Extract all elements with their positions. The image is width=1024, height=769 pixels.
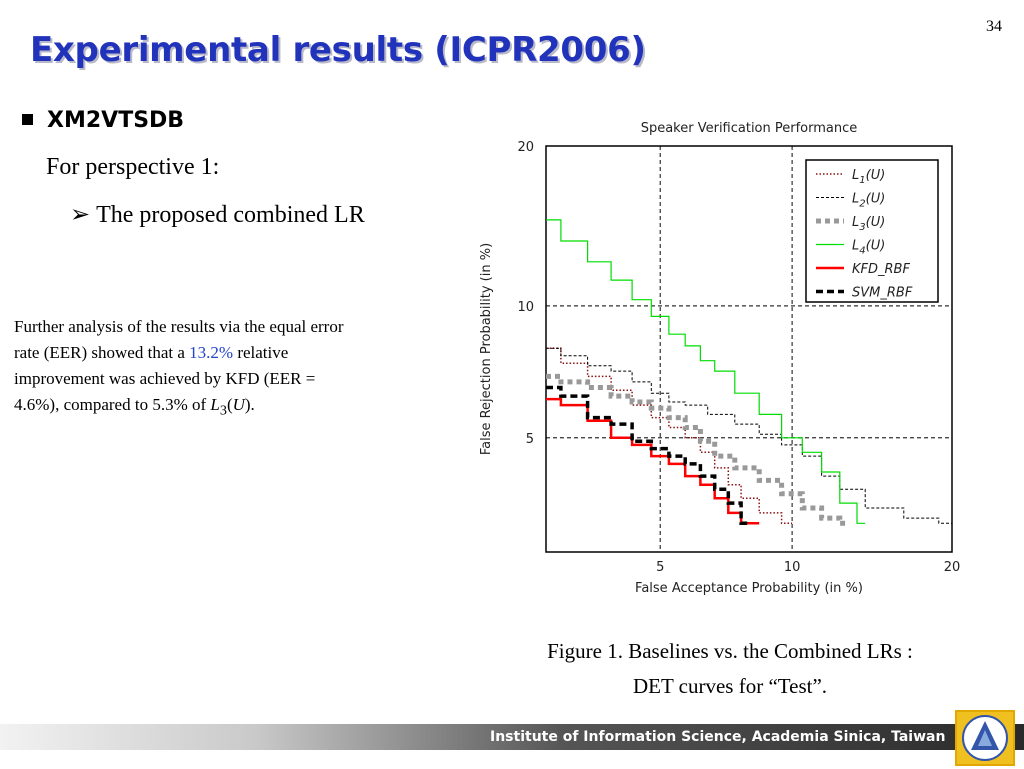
caption-line-2: DET curves for “Test”.	[632, 674, 828, 698]
det-chart: Speaker Verification Performance 5 10 20 5 10…	[479, 121, 961, 596]
perspective-text: For perspective 1:	[46, 154, 220, 180]
x-axis-label: False Acceptance Probability (in %)	[635, 581, 863, 596]
legend-label-3: L4(U)	[852, 239, 885, 257]
chart-title: Speaker Verification Performance	[641, 121, 858, 136]
series-line-5	[546, 385, 748, 526]
l-letter: L	[210, 395, 220, 414]
series-line-3	[546, 219, 866, 524]
footer-bar	[0, 724, 1024, 750]
u-letter: U	[232, 395, 245, 414]
l-subscript: 3	[219, 402, 227, 419]
series-line-1	[546, 347, 952, 524]
y-tick-label-0: 5	[526, 432, 534, 447]
analysis-part1: Further analysis of the results via the …	[14, 317, 344, 362]
institute-logo-icon	[955, 710, 1015, 766]
bullet-proposed-text: The proposed combined LR	[96, 202, 365, 228]
improvement-highlight: 13.2%	[189, 343, 234, 362]
legend-box	[805, 159, 939, 303]
x-tick-label-1: 10	[784, 560, 801, 575]
y-tick-label-1: 10	[517, 300, 534, 315]
series-line-2	[546, 373, 849, 526]
y-axis-label: False Rejection Probability (in %)	[479, 243, 494, 455]
legend-label-2: L3(U)	[852, 215, 885, 233]
bullet-proposed: ➢ The proposed combined LR	[70, 200, 365, 229]
series-line-0	[546, 347, 793, 525]
series-line-4	[546, 397, 760, 525]
x-tick-label-0: 5	[656, 560, 664, 575]
bullet-dataset: XM2VTSDB	[22, 108, 184, 133]
square-bullet-icon	[22, 114, 33, 125]
legend-label-1: L2(U)	[852, 192, 885, 210]
arrow-bullet-icon: ➢	[70, 202, 91, 228]
y-tick-label-2: 20	[517, 140, 534, 155]
open-paren: (	[226, 395, 233, 414]
slide-number: 34	[986, 18, 1002, 35]
analysis-part2: relative improvement was achieved by KFD…	[14, 343, 316, 414]
x-tick-label-2: 20	[944, 560, 961, 575]
analysis-paragraph: Further analysis of the results via the …	[14, 314, 364, 423]
close-paren: ).	[244, 395, 255, 414]
slide-title: Experimental results (ICPR2006)	[30, 30, 646, 70]
bullet-dataset-text: XM2VTSDB	[47, 108, 185, 133]
footer-institute: Institute of Information Science, Academ…	[490, 729, 946, 745]
legend-label-5: SVM_RBF	[852, 286, 913, 301]
caption-line-1: Figure 1. Baselines vs. the Combined LRs…	[547, 639, 913, 663]
figure-caption: Figure 1. Baselines vs. the Combined LRs…	[474, 634, 986, 704]
legend-label-4: KFD_RBF	[852, 262, 910, 277]
legend-label-0: L1(U)	[852, 168, 885, 186]
